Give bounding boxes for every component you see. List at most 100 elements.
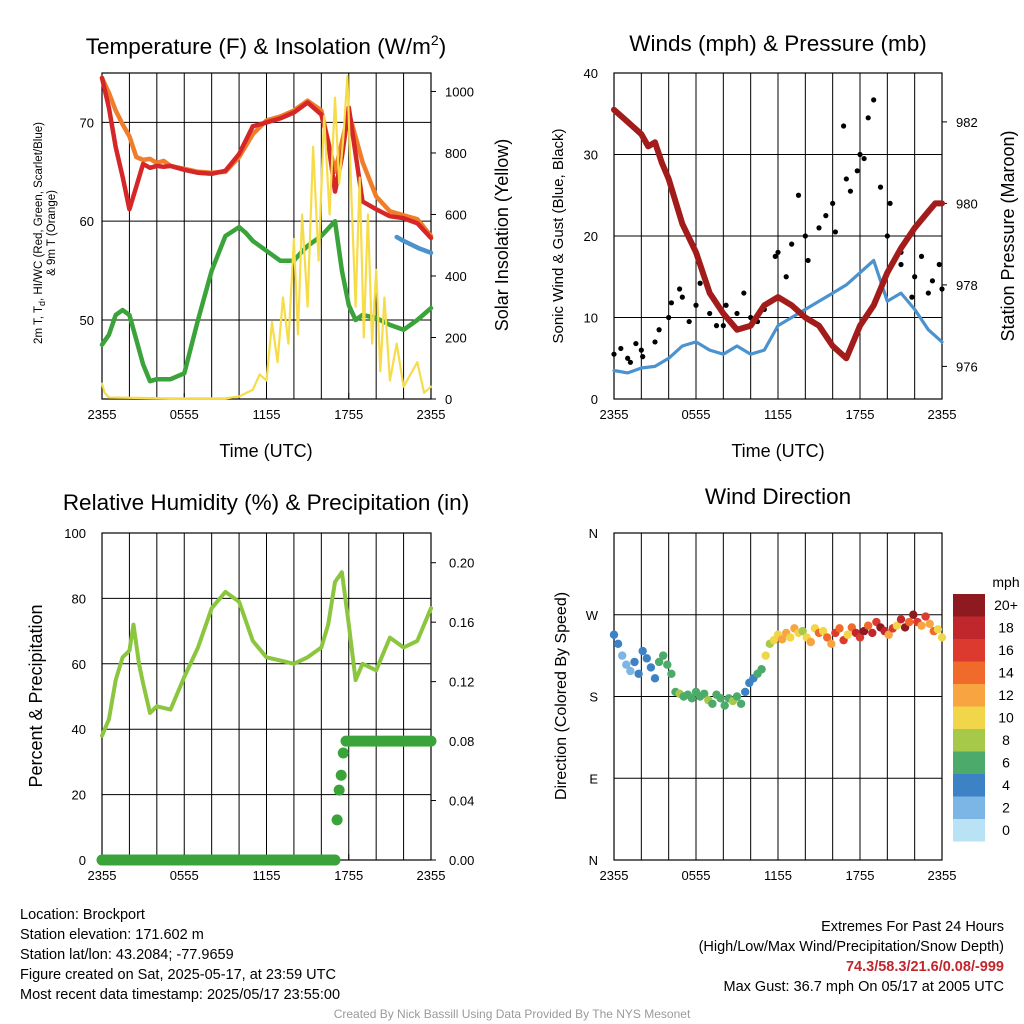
winds-x-label: Time (UTC) [731,441,824,461]
series-td [99,218,434,384]
wind-direction-point [757,665,766,674]
humidity-xtick-label: 1155 [253,868,281,883]
colorbar-swatch [953,751,985,774]
humidity-xtick-label: 2355 [88,868,117,883]
wind-direction-point [925,619,934,629]
wind-direction-y-label: Direction (Colored By Speed) [553,592,570,800]
wind-direction-point [659,651,668,660]
pressure-ytick-label: 976 [956,359,978,374]
gust-point [679,294,685,300]
gust-point [741,290,747,296]
winds-xtick-label: 1755 [846,407,875,422]
wind-direction-point [687,694,697,703]
colorbar-label: 10 [998,710,1014,726]
wind-direction-point [917,621,926,630]
humidity-plot-area: 0 20 40 60 80 100 0.00 0.04 0.08 0.12 0.16 0.20 2355… [64,526,474,883]
wind-direction-point [892,621,902,630]
gust-point [668,300,675,306]
humidity-panel: Relative Humidity (%) & Precipitation (i… [26,490,474,883]
wind-direction-point [827,639,836,649]
gust-point [909,294,915,300]
gust-point [898,261,904,268]
gust-point [841,123,847,129]
speed-colorbar: mph 20+ 18 16 14 12 10 8 6 4 2 0 [953,574,1020,842]
precip-point [331,814,343,826]
colorbar-label: 18 [998,620,1014,636]
gust-point [832,229,839,235]
gust-point [887,200,893,206]
wind-direction-point [609,630,619,639]
station-elevation: Station elevation: 171.602 m [20,927,204,943]
humidity-ytick-label: 80 [72,591,86,606]
winds-ytick-label: 10 [584,311,598,326]
temperature-x-label: Time (UTC) [219,441,312,461]
winds-ytick-label: 20 [584,229,598,244]
gust-point [723,302,729,308]
wind-direction-point [708,699,717,708]
humidity-ytick-label: 20 [72,788,86,803]
wind-direction-ytick-label: W [586,608,599,623]
humidity-xtick-label: 2355 [417,868,446,883]
colorbar-label: 8 [1002,732,1010,748]
wind-direction-point [634,669,643,678]
colorbar-swatch [953,774,985,797]
gust-point [861,155,867,162]
gust-point [857,151,863,158]
gust-point [843,176,849,182]
precip-ytick-label: 0.12 [449,675,474,690]
colorbar-title: mph [992,574,1019,590]
insolation-ytick-label: 0 [445,392,452,407]
pressure-ytick-label: 980 [956,196,978,211]
winds-left-label: Sonic Wind & Gust (Blue, Black) [550,128,567,343]
gust-point [772,253,778,259]
wind-direction-point [798,626,807,636]
winds-xtick-label: 1155 [764,407,792,422]
wind-direction-point [896,615,906,624]
gust-point [805,257,811,264]
winds-ytick-label: 40 [584,66,598,81]
colorbar-swatch [953,661,985,684]
precip-point [337,747,349,759]
precip-ytick-label: 0.16 [449,615,474,630]
colorbar-swatch [953,729,985,752]
gust-point [929,278,936,284]
temperature-left-label-2: & 9m T (Orange) [46,190,58,276]
gust-point [697,280,703,286]
station-latlon: Station lat/lon: 43.2084; -77.9659 [20,947,234,963]
gust-point [795,192,802,198]
humidity-xtick-label: 1755 [334,868,363,883]
wind-direction-point [613,639,623,649]
winds-ytick-label: 30 [584,148,598,163]
credit-line: Created By Nick Bassill Using Data Provi… [333,1007,691,1021]
temperature-panel-title: Temperature (F) & Insolation (W/m2) [86,32,446,59]
colorbar-swatch [953,594,985,617]
gust-point [877,184,884,190]
humidity-ytick-label: 60 [72,657,86,672]
wind-direction-point [905,617,914,627]
figure-created: Figure created on Sat, 2025-05-17, at 23… [20,967,336,983]
wind-direction-ytick-label: N [589,853,598,868]
colorbar-label: 20+ [994,597,1018,613]
wind-direction-point [736,699,746,708]
gust-point [656,327,662,333]
wind-direction-point [864,621,873,630]
insolation-ytick-label: 1000 [445,84,474,99]
humidity-ytick-label: 40 [72,722,86,737]
wind-direction-point [823,633,832,642]
colorbar-label: 12 [998,687,1014,703]
wind-direction-point [638,646,647,656]
precip-point [335,769,347,781]
extremes-legend: (High/Low/Max Wind/Precipitation/Snow De… [698,939,1004,955]
gust-point [854,168,860,174]
temperature-panel: Temperature (F) & Insolation (W/m2) 50 60… [33,32,512,461]
wind-direction-point [650,674,660,683]
temperature-xtick-label: 0555 [170,407,199,422]
wind-direction-panel-title: Wind Direction [705,484,851,509]
colorbar-label: 14 [998,665,1014,681]
wind-direction-point [835,624,844,633]
gust-point [789,241,795,247]
gust-point [734,310,740,317]
extremes-values: 74.3/58.3/21.6/0.08/-999 [845,959,1004,975]
